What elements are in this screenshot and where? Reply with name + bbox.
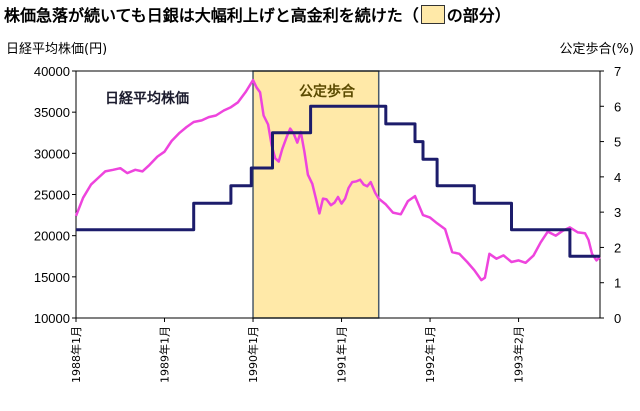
x-tick-label: 1990年1月 — [246, 326, 260, 383]
y-left-tick-label: 40000 — [34, 64, 70, 79]
y-left-tick-label: 10000 — [34, 311, 70, 326]
highlight-legend-swatch — [420, 5, 445, 24]
y-left-tick-label: 30000 — [34, 146, 70, 161]
nikkei-line — [74, 78, 601, 282]
y-right-tick-label: 3 — [614, 205, 621, 220]
y-left-tick-label: 20000 — [34, 229, 70, 244]
y-right-tick-label: 2 — [614, 240, 621, 255]
x-tick-label: 1992年1月 — [423, 326, 437, 383]
y-right-tick-label: 5 — [614, 135, 621, 150]
x-tick-label: 1989年1月 — [158, 326, 172, 383]
y-right-tick-label: 1 — [614, 276, 621, 291]
x-tick-label: 1991年1月 — [335, 326, 349, 383]
chart-title-main: 株価急落が続いても日銀は大幅利上げと高金利を続けた（ — [4, 6, 419, 25]
series-label-nikkei: 日経平均株価 — [105, 90, 189, 107]
y-right-tick-label: 4 — [614, 170, 621, 185]
y-left-tick-label: 25000 — [34, 188, 70, 203]
y-right-axis-title: 公定歩合(%) — [559, 42, 635, 57]
y-right-tick-label: 7 — [614, 64, 621, 79]
x-tick-label: 1993年2月 — [512, 326, 526, 383]
y-left-axis-title: 日経平均株価(円) — [6, 42, 108, 57]
y-right-tick-label: 0 — [614, 311, 621, 326]
chart-title-tail: の部分） — [446, 6, 511, 25]
series-label-discount-rate: 公定歩合 — [299, 83, 356, 100]
y-left-tick-label: 15000 — [34, 270, 70, 285]
y-right-tick-label: 6 — [614, 99, 621, 114]
chart-title: 株価急落が続いても日銀は大幅利上げと高金利を続けた（ の部分） — [4, 2, 511, 26]
discount-rate-line — [76, 104, 600, 258]
y-left-tick-label: 35000 — [34, 105, 70, 120]
x-tick-label: 1988年1月 — [69, 326, 83, 383]
